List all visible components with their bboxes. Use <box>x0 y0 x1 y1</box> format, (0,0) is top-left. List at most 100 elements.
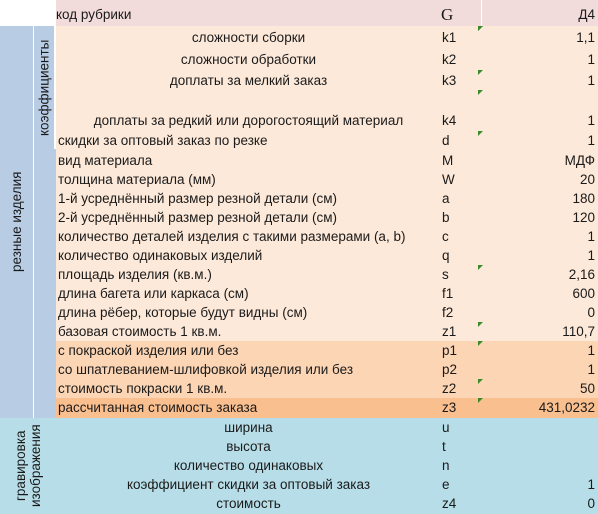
table-row[interactable]: 1-й усреднённый размер резной детали (см… <box>56 189 598 208</box>
row-value[interactable]: 2,16 <box>481 265 598 284</box>
comment-marker-icon <box>478 131 483 136</box>
row-label: скидки за оптовый заказ по резке <box>56 131 441 151</box>
row-label: количество одинаковых изделий <box>56 246 441 265</box>
header-corner <box>0 0 56 26</box>
row-code: f1 <box>441 284 481 303</box>
row-label: количество деталей изделия с такими разм… <box>56 227 441 246</box>
table-row[interactable]: сложности сборки k1 1,1 <box>56 26 598 50</box>
row-label: сложности обработки <box>56 50 441 70</box>
row-value[interactable] <box>481 456 598 475</box>
row-value[interactable]: 1 <box>481 475 598 494</box>
table-row[interactable]: вид материала M МДФ <box>56 151 598 170</box>
row-label: 2-й усреднённый размер резной детали (см… <box>56 208 441 227</box>
row-label: 1-й усреднённый размер резной детали (см… <box>56 189 441 208</box>
row-value[interactable]: 0 <box>481 303 598 322</box>
row-code: p1 <box>441 341 481 360</box>
row-value[interactable]: 180 <box>481 189 598 208</box>
header-code: G <box>441 0 481 26</box>
table-row[interactable]: 2-й усреднённый размер резной детали (см… <box>56 208 598 227</box>
group-coefficients: коэффициенты <box>34 26 54 149</box>
table-row[interactable]: высота t <box>56 437 598 456</box>
table-row[interactable]: толщина материала (мм) W 20 <box>56 170 598 189</box>
row-code: u <box>441 418 481 437</box>
table-row[interactable]: количество одинаковых n <box>56 456 598 475</box>
table-row[interactable]: со шпатлеванием-шлифовкой изделия или бе… <box>56 360 598 379</box>
table-row[interactable]: коэффициент скидки за оптовый заказ e 1 <box>56 475 598 494</box>
header-row[interactable]: код рубрики G Д4 <box>0 0 598 26</box>
comment-marker-icon <box>478 398 483 403</box>
group-coefficients-filler <box>34 149 56 418</box>
row-label: ширина <box>56 418 441 437</box>
row-code: W <box>441 170 481 189</box>
row-code: n <box>441 456 481 475</box>
table-row[interactable]: длина рёбер, которые будут видны (см) f2 0 <box>56 303 598 322</box>
row-value[interactable]: 0 <box>481 494 598 514</box>
table-row[interactable]: доплаты за мелкий заказ k3 1 <box>56 70 598 109</box>
table-row[interactable]: стоимость покраски 1 кв.м. z2 50 <box>56 379 598 398</box>
row-value[interactable]: 1 <box>481 246 598 265</box>
row-code: q <box>441 246 481 265</box>
row-label: длина багета или каркаса (см) <box>56 284 441 303</box>
table-row[interactable]: с покраской изделия или без p1 1 <box>56 341 598 360</box>
row-value[interactable]: 1 <box>481 360 598 379</box>
row-value[interactable]: 600 <box>481 284 598 303</box>
row-code: t <box>441 437 481 456</box>
row-label: стоимость <box>56 494 441 514</box>
table-row[interactable]: доплаты за редкий или дорогостоящий мате… <box>56 109 598 131</box>
row-code: s <box>441 265 481 284</box>
table-row[interactable]: количество деталей изделия с такими разм… <box>56 227 598 246</box>
table-row[interactable]: длина багета или каркаса (см) f1 600 <box>56 284 598 303</box>
row-value[interactable] <box>481 418 598 437</box>
row-code: k2 <box>441 50 481 70</box>
table-row[interactable]: рассчитанная стоимость заказа z3 431,0232 <box>56 398 598 418</box>
row-label: сложности сборки <box>56 26 441 50</box>
table-row[interactable]: скидки за оптовый заказ по резке d 1 <box>56 131 598 151</box>
row-value[interactable]: 1 <box>481 131 598 151</box>
comment-marker-icon <box>478 265 483 270</box>
row-code: z4 <box>441 494 481 514</box>
row-value[interactable]: 1,1 <box>481 26 598 50</box>
row-value[interactable] <box>481 437 598 456</box>
row-value[interactable]: 1 <box>481 109 598 131</box>
row-value[interactable]: 1 <box>481 341 598 360</box>
row-value[interactable]: 431,0232 <box>481 398 598 418</box>
row-code: k3 <box>441 70 481 109</box>
row-label: толщина материала (мм) <box>56 170 441 189</box>
row-value[interactable]: 1 <box>481 50 598 70</box>
row-value[interactable]: МДФ <box>481 151 598 170</box>
table-row[interactable]: количество одинаковых изделий q 1 <box>56 246 598 265</box>
table-row[interactable]: сложности обработки k2 1 <box>56 50 598 70</box>
comment-marker-icon <box>478 90 483 95</box>
header-label: код рубрики <box>56 0 441 26</box>
row-label: с покраской изделия или без <box>56 341 441 360</box>
header-value: Д4 <box>482 0 598 26</box>
row-label: коэффициент скидки за оптовый заказ <box>56 475 441 494</box>
row-code: z3 <box>441 398 481 418</box>
row-code: d <box>441 131 481 151</box>
row-code: f2 <box>441 303 481 322</box>
row-label: высота <box>56 437 441 456</box>
group-engraving: гравировка изображения <box>0 418 56 514</box>
group-cut-products: резные изделия <box>0 26 33 418</box>
row-label: стоимость покраски 1 кв.м. <box>56 379 441 398</box>
table-row[interactable]: ширина u <box>56 418 598 437</box>
row-value[interactable]: 110,7 <box>481 322 598 341</box>
row-code: a <box>441 189 481 208</box>
row-value[interactable]: 50 <box>481 379 598 398</box>
comment-marker-icon <box>478 379 483 384</box>
comment-marker-icon <box>478 70 483 75</box>
comment-marker-icon <box>478 341 483 346</box>
row-label: площадь изделия (кв.м.) <box>56 265 441 284</box>
row-value[interactable]: 20 <box>481 170 598 189</box>
table-row[interactable]: базовая стоимость 1 кв.м. z1 110,7 <box>56 322 598 341</box>
table-row[interactable]: площадь изделия (кв.м.) s 2,16 <box>56 265 598 284</box>
row-value[interactable]: 120 <box>481 208 598 227</box>
table-row[interactable]: стоимость z4 0 <box>56 494 598 514</box>
row-label: доплаты за мелкий заказ <box>56 70 441 109</box>
row-value[interactable]: 1 <box>481 227 598 246</box>
row-label: вид материала <box>56 151 441 170</box>
row-value[interactable]: 1 <box>481 70 598 109</box>
row-code: p2 <box>441 360 481 379</box>
row-code: M <box>441 151 481 170</box>
